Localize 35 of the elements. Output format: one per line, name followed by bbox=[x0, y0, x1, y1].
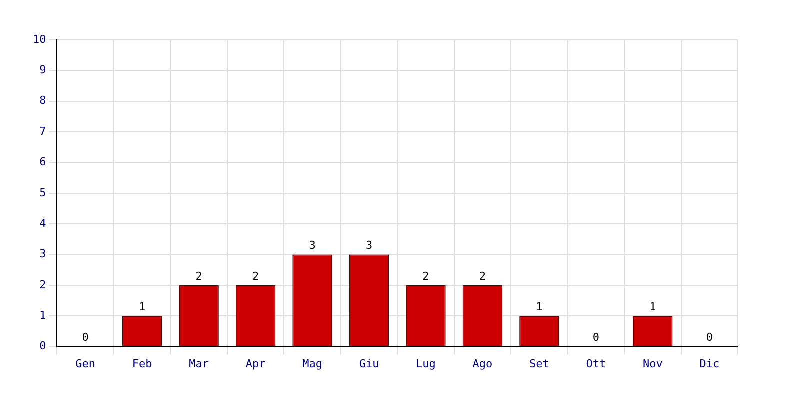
y-tick-label: 3 bbox=[40, 248, 46, 261]
x-tick-label: Lug bbox=[416, 357, 436, 370]
data-label: 1 bbox=[139, 300, 146, 314]
y-tick-label: 7 bbox=[40, 124, 46, 138]
y-tick-label: 4 bbox=[40, 216, 47, 230]
y-tick-label: 5 bbox=[40, 186, 46, 200]
y-tick-label: 0 bbox=[40, 340, 46, 353]
data-label: 1 bbox=[536, 300, 543, 314]
data-label: 0 bbox=[82, 331, 89, 344]
y-tick-label: 10 bbox=[32, 32, 46, 46]
y-tick-label: 8 bbox=[40, 94, 46, 108]
x-tick-label: Ago bbox=[472, 357, 493, 370]
x-tick-label: Dic bbox=[700, 357, 720, 370]
data-label: 2 bbox=[252, 270, 260, 283]
x-tick-label: Gen bbox=[76, 357, 96, 370]
x-tick-label: Apr bbox=[246, 357, 266, 370]
x-tick-label: Set bbox=[530, 357, 550, 370]
data-label: 2 bbox=[196, 270, 202, 283]
y-tick-label: 1 bbox=[40, 308, 46, 322]
y-tick-label: 2 bbox=[40, 278, 46, 292]
x-tick-label: Giu bbox=[359, 357, 380, 370]
data-label: 3 bbox=[366, 239, 373, 252]
x-tick-label: Nov bbox=[642, 357, 664, 370]
data-label: 2 bbox=[479, 270, 486, 283]
data-label: 0 bbox=[706, 331, 713, 344]
x-tick-label: Ott bbox=[586, 357, 606, 370]
data-label: 0 bbox=[592, 331, 600, 344]
data-label: 3 bbox=[309, 239, 316, 252]
y-tick-label: 9 bbox=[40, 64, 46, 77]
x-tick-label: Mag bbox=[302, 357, 322, 370]
data-label: 2 bbox=[422, 270, 430, 283]
x-tick-label: Feb bbox=[132, 357, 152, 370]
y-tick-label: 6 bbox=[40, 156, 46, 169]
data-label: 1 bbox=[650, 300, 656, 314]
x-tick-label: Mar bbox=[189, 357, 210, 370]
